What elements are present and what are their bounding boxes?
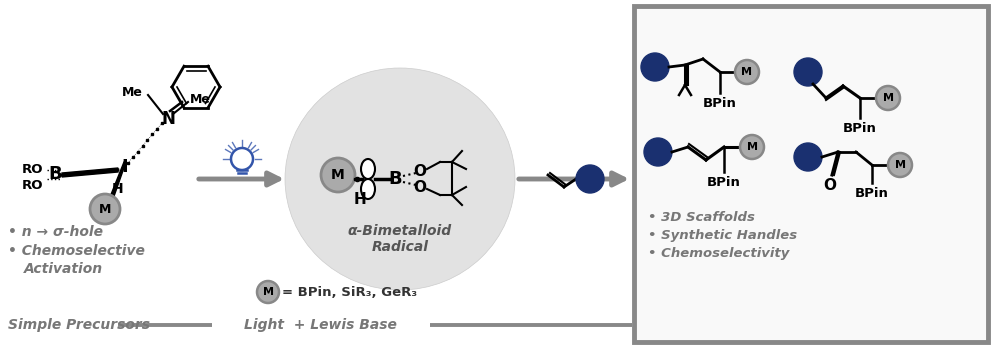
Text: Simple Precursors: Simple Precursors xyxy=(8,318,150,332)
Text: Light  + Lewis Base: Light + Lewis Base xyxy=(244,318,396,332)
Ellipse shape xyxy=(285,68,515,290)
Circle shape xyxy=(644,138,672,166)
Text: • n → σ-hole: • n → σ-hole xyxy=(8,225,103,239)
Text: Me: Me xyxy=(190,93,211,105)
Text: M: M xyxy=(882,93,893,103)
Text: • Synthetic Handles: • Synthetic Handles xyxy=(648,229,797,242)
Circle shape xyxy=(257,281,279,303)
Text: α-Bimetalloid
Radical: α-Bimetalloid Radical xyxy=(348,224,452,254)
Text: M: M xyxy=(99,203,112,215)
Text: M: M xyxy=(263,287,274,297)
Circle shape xyxy=(641,53,669,81)
Polygon shape xyxy=(108,162,126,202)
Circle shape xyxy=(888,153,912,177)
Text: = BPin, SiR₃, GeR₃: = BPin, SiR₃, GeR₃ xyxy=(282,286,417,298)
Circle shape xyxy=(735,60,759,84)
Circle shape xyxy=(740,135,764,159)
Text: O: O xyxy=(824,178,837,193)
Text: H: H xyxy=(354,192,367,206)
Text: M: M xyxy=(894,160,905,170)
Text: M: M xyxy=(746,142,758,152)
Circle shape xyxy=(576,165,604,193)
Text: • Chemoselectivity: • Chemoselectivity xyxy=(648,246,790,260)
Circle shape xyxy=(90,194,120,224)
Text: B: B xyxy=(388,170,401,188)
Text: B: B xyxy=(48,165,62,183)
Text: O: O xyxy=(413,163,426,178)
Text: I: I xyxy=(122,158,128,176)
Text: BPin: BPin xyxy=(703,96,737,110)
Text: BPin: BPin xyxy=(855,186,889,200)
Text: N: N xyxy=(161,110,175,128)
Ellipse shape xyxy=(361,159,375,179)
Text: • Chemoselective: • Chemoselective xyxy=(8,244,144,258)
Circle shape xyxy=(794,143,822,171)
Text: RO: RO xyxy=(22,162,44,176)
Ellipse shape xyxy=(361,179,375,199)
Text: M: M xyxy=(741,67,753,77)
Text: Activation: Activation xyxy=(24,262,104,276)
Text: BPin: BPin xyxy=(707,176,741,188)
Circle shape xyxy=(794,58,822,86)
Text: H: H xyxy=(113,182,124,196)
Text: • 3D Scaffolds: • 3D Scaffolds xyxy=(648,211,755,223)
Circle shape xyxy=(876,86,900,110)
Text: RO: RO xyxy=(22,178,44,192)
Text: O: O xyxy=(413,179,426,195)
Text: Me: Me xyxy=(123,85,143,99)
Text: M: M xyxy=(331,168,345,182)
Circle shape xyxy=(321,158,355,192)
Polygon shape xyxy=(62,168,118,177)
Text: BPin: BPin xyxy=(843,121,876,135)
FancyBboxPatch shape xyxy=(634,6,988,342)
